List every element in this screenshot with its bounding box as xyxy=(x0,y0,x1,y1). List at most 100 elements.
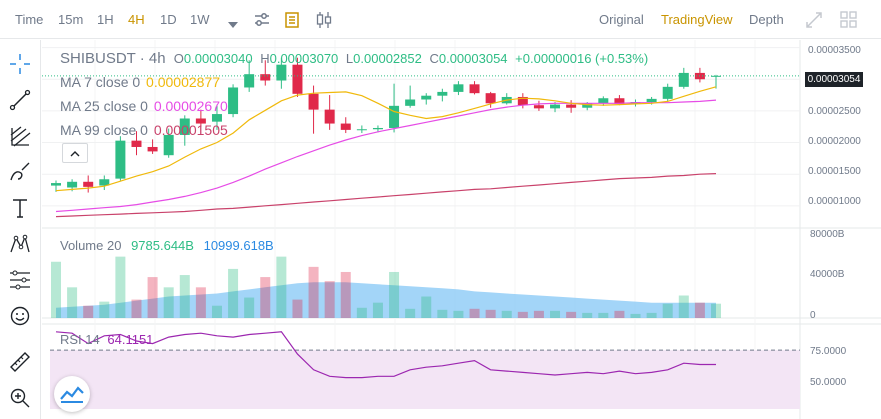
volume-bar xyxy=(195,287,206,318)
interval-1w[interactable]: 1W xyxy=(190,12,210,27)
candle-body xyxy=(83,181,94,187)
volume-label: Volume 20 xyxy=(60,238,122,253)
price-tick-label: 0.00001000 xyxy=(808,196,861,207)
ohlc-legend: SHIBUSDT · 4h O0.00003040 H0.00003070 L0… xyxy=(60,50,649,67)
volume-bar xyxy=(694,302,705,318)
zoom-in-icon[interactable] xyxy=(7,385,33,411)
close-label: C xyxy=(429,51,439,66)
ma7-legend: MA 7 close 0 0.00002877 xyxy=(60,74,220,90)
trend-line-icon[interactable] xyxy=(7,87,33,113)
candle-body xyxy=(244,74,255,88)
ma99-label: MA 99 close 0 xyxy=(60,122,148,138)
candle-body xyxy=(389,105,400,128)
rsi-tick-label: 50.0000 xyxy=(810,377,847,388)
interval-1h[interactable]: 1H xyxy=(97,12,114,27)
volume-tick-label: 40000B xyxy=(810,269,845,280)
volume-bar xyxy=(324,281,335,318)
fib-channel-icon[interactable] xyxy=(7,123,33,149)
text-icon[interactable] xyxy=(7,195,33,221)
chart-style-icon[interactable] xyxy=(285,12,299,33)
rsi-tick-label: 75.0000 xyxy=(810,346,847,357)
view-tradingview[interactable]: TradingView xyxy=(661,12,733,27)
candle-body xyxy=(533,105,544,109)
volume-bar xyxy=(614,310,625,318)
interval-4h[interactable]: 4H xyxy=(128,12,145,27)
ma99-legend: MA 99 close 0 0.00001505 xyxy=(60,122,228,138)
time-label[interactable]: Time xyxy=(15,12,44,27)
volume-value: 9785.644B xyxy=(131,238,194,253)
tradingview-logo[interactable] xyxy=(54,376,90,412)
volume-bar xyxy=(711,303,721,318)
fullscreen-icon[interactable] xyxy=(805,11,823,34)
candle-body xyxy=(147,146,158,152)
interval-15m[interactable]: 15m xyxy=(58,12,84,27)
candle-body xyxy=(131,140,142,147)
candle-body xyxy=(678,72,689,87)
chevron-down-icon[interactable] xyxy=(228,16,238,34)
view-depth[interactable]: Depth xyxy=(749,12,784,27)
volume-ma-area xyxy=(56,282,716,318)
candlestick-icon[interactable] xyxy=(316,11,332,34)
ma7-value: 0.00002877 xyxy=(146,74,221,90)
rsi-line xyxy=(55,331,716,379)
emoji-icon[interactable] xyxy=(7,303,33,329)
chart-toolbar: Time 15m 1H 4H 1D 1W Original TradingVie… xyxy=(0,0,881,39)
rsi-label: RSI 14 xyxy=(60,332,100,347)
volume-bar xyxy=(389,271,400,318)
candle-body xyxy=(115,140,126,179)
rsi-band xyxy=(50,350,800,409)
volume-bar xyxy=(517,311,528,318)
open-value: 0.00003040 xyxy=(183,51,253,66)
ruler-icon[interactable] xyxy=(7,349,33,375)
volume-bar xyxy=(405,308,416,318)
ma25-legend: MA 25 close 0 0.00002670 xyxy=(60,98,228,114)
volume-bar xyxy=(99,301,110,318)
volume-bar xyxy=(131,299,142,318)
volume-bar xyxy=(260,277,271,318)
volume-tick-label: 80000B xyxy=(810,229,845,240)
volume-bar xyxy=(469,308,480,318)
candle-body xyxy=(260,74,271,81)
volume-bar xyxy=(340,271,351,318)
indicator-settings-icon[interactable] xyxy=(254,12,270,33)
volume-bar xyxy=(163,287,174,318)
drawing-toolbar xyxy=(0,40,41,419)
tradingview-logo-icon xyxy=(60,386,84,403)
collapse-legend-button[interactable] xyxy=(62,143,88,163)
candle-body xyxy=(485,93,496,104)
volume-bar xyxy=(244,297,255,318)
volume-bar xyxy=(566,311,577,318)
candle-body xyxy=(324,109,335,124)
price-tick-label: 0.00002000 xyxy=(808,136,861,147)
ma25-line xyxy=(55,99,717,213)
volume-bar xyxy=(179,275,190,318)
symbol-name: SHIBUSDT xyxy=(60,50,136,67)
pattern-icon[interactable] xyxy=(7,231,33,257)
grid-layout-icon[interactable] xyxy=(840,11,857,33)
volume-bar xyxy=(582,312,593,318)
candle-body xyxy=(163,134,174,156)
volume-bar xyxy=(356,307,367,318)
view-original[interactable]: Original xyxy=(599,12,644,27)
candle-body xyxy=(711,75,721,77)
volume-bar xyxy=(276,256,287,318)
brush-icon[interactable] xyxy=(7,159,33,185)
candle-body xyxy=(67,181,78,188)
crosshair-icon[interactable] xyxy=(7,51,33,77)
price-tick-label: 0.00003500 xyxy=(808,45,861,56)
volume-bar xyxy=(147,277,158,318)
measure-lines-icon[interactable] xyxy=(7,267,33,293)
close-value: 0.00003054 xyxy=(438,51,508,66)
price-tick-label: 0.00001500 xyxy=(808,166,861,177)
volume-bar xyxy=(485,309,496,318)
volume-bar xyxy=(228,268,239,318)
interval-label: 4h xyxy=(148,50,166,67)
interval-1d[interactable]: 1D xyxy=(160,12,177,27)
candle-body xyxy=(598,98,609,104)
rsi-legend: RSI 14 64.1151 xyxy=(60,332,153,347)
candle-body xyxy=(646,98,657,103)
volume-bar xyxy=(51,261,61,318)
volume-bar xyxy=(598,312,609,318)
low-value: 0.00002852 xyxy=(353,51,422,66)
